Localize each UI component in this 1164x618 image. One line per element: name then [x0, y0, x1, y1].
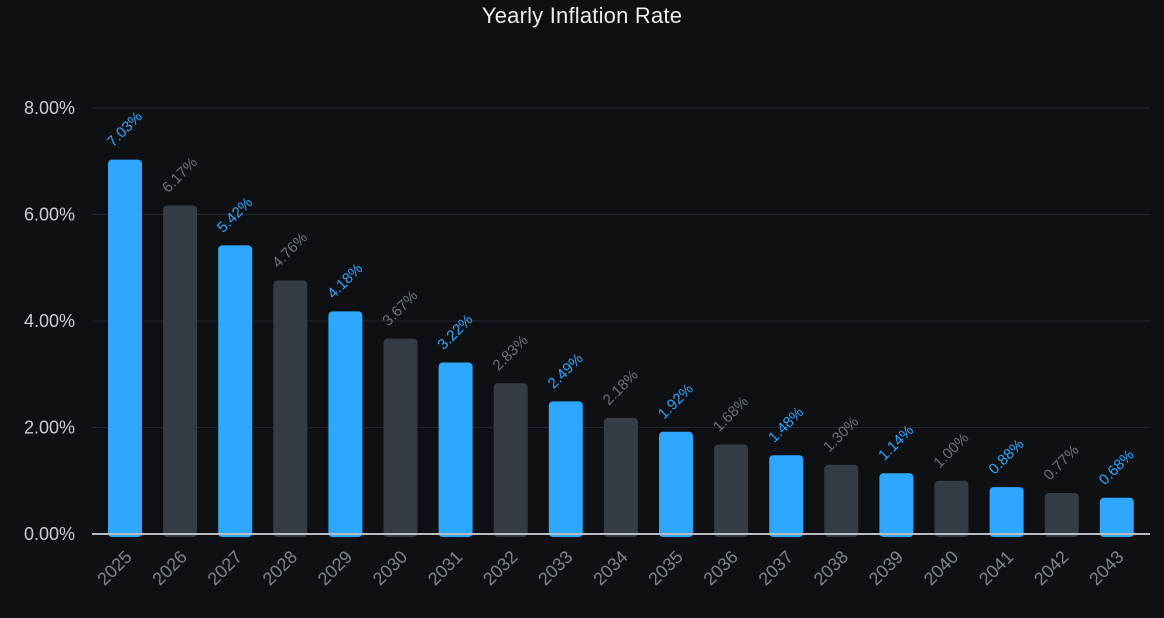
data-label: 3.22%	[434, 311, 476, 353]
data-label: 1.68%	[710, 393, 752, 435]
x-category-label: 2039	[865, 547, 907, 589]
data-label: 1.48%	[765, 404, 807, 446]
data-label: 4.18%	[324, 260, 366, 302]
bar	[438, 362, 473, 537]
bar	[218, 245, 253, 537]
bar	[769, 455, 804, 537]
data-label: 0.88%	[985, 436, 1027, 478]
x-category-label: 2040	[920, 547, 962, 589]
x-category-label: 2027	[204, 547, 246, 589]
bar	[714, 444, 749, 537]
data-label: 1.14%	[875, 422, 917, 464]
x-category-label: 2041	[975, 547, 1017, 589]
bar	[548, 401, 583, 537]
x-category-label: 2037	[755, 547, 797, 589]
bar	[1099, 497, 1134, 537]
y-tick-label: 0.00%	[24, 524, 75, 544]
bar	[934, 480, 969, 537]
bar	[659, 431, 693, 537]
x-category-label: 2042	[1030, 547, 1072, 589]
data-label: 5.42%	[214, 194, 256, 236]
bar	[824, 464, 859, 537]
y-tick-label: 2.00%	[24, 418, 75, 438]
x-category-label: 2029	[314, 547, 356, 589]
x-category-label: 2035	[644, 547, 686, 589]
x-category-label: 2034	[589, 547, 631, 589]
x-category-label: 2043	[1085, 547, 1127, 589]
data-label: 3.67%	[379, 287, 421, 329]
y-tick-label: 8.00%	[24, 98, 75, 118]
bar	[989, 487, 1024, 537]
data-label: 2.83%	[490, 332, 532, 374]
bar	[603, 417, 638, 537]
x-category-label: 2036	[699, 547, 741, 589]
data-label: 6.17%	[159, 154, 201, 196]
x-category-label: 2031	[424, 547, 466, 589]
data-label: 0.77%	[1041, 442, 1083, 484]
chart-title: Yearly Inflation Rate	[481, 3, 683, 28]
data-label: 2.49%	[545, 350, 587, 392]
data-label: 2.18%	[600, 367, 642, 409]
y-tick-label: 4.00%	[24, 311, 75, 331]
x-category-label: 2025	[93, 547, 135, 589]
x-category-label: 2038	[810, 547, 852, 589]
data-label: 1.30%	[820, 413, 862, 455]
data-label: 7.03%	[104, 108, 146, 150]
x-category-label: 2028	[259, 547, 301, 589]
data-label: 1.00%	[930, 429, 972, 471]
bar	[273, 280, 308, 537]
x-category-label: 2030	[369, 547, 411, 589]
data-label: 4.76%	[269, 229, 311, 271]
y-tick-label: 6.00%	[24, 205, 75, 225]
bar	[328, 311, 363, 537]
x-category-label: 2032	[479, 547, 521, 589]
x-category-label: 2033	[534, 547, 576, 589]
bar	[879, 473, 914, 537]
bar	[163, 205, 198, 537]
data-label: 1.92%	[655, 380, 697, 422]
bar	[383, 338, 418, 537]
bar	[1044, 492, 1079, 537]
bar	[108, 159, 142, 537]
x-category-label: 2026	[148, 547, 190, 589]
data-label: 0.68%	[1096, 447, 1138, 489]
bar	[493, 383, 528, 537]
